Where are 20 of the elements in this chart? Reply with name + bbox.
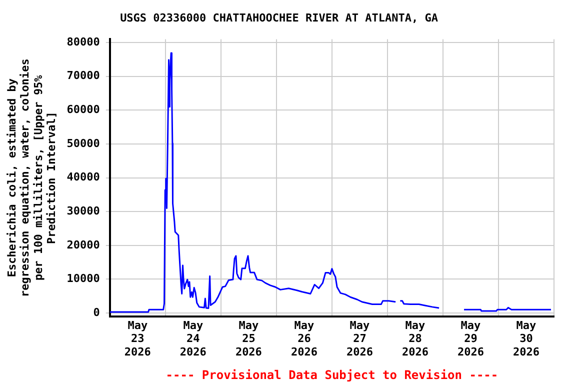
x-tick-label: May 25 2026 [235, 318, 262, 358]
y-tick-label: 0 [93, 306, 100, 319]
y-tick-label: 10000 [66, 272, 100, 286]
y-tick-label: 50000 [66, 136, 100, 150]
x-tick-label: May 30 2026 [512, 318, 540, 358]
y-tick-label: 60000 [66, 103, 100, 116]
y-axis-title: Escherichia coli, estimated by regression equation, water, colonies per 100 milliliters, [Upper 95% Prediction Interval] [5, 58, 58, 298]
x-tick-label: May 24 2026 [180, 318, 207, 358]
y-tick-label: 20000 [66, 238, 100, 252]
chart-title: USGS 02336000 CHATTAHOOCHEE RIVER AT ATLANTA, GA [120, 11, 438, 24]
x-tick-label: May 26 2026 [290, 318, 318, 358]
y-tick-label: 40000 [66, 170, 100, 184]
x-tick-label: May 28 2026 [402, 318, 429, 358]
y-tick-label: 70000 [66, 69, 100, 82]
y-tick-label: 30000 [66, 204, 100, 218]
y-tick-label: 80000 [66, 35, 100, 48]
x-tick-label: May 29 2026 [457, 318, 484, 358]
text: ---- Provisional Data Subject to Revision ---- [166, 368, 498, 382]
x-tick-label: May 27 2026 [346, 318, 374, 358]
x-tick-label: May 23 2026 [124, 318, 152, 358]
